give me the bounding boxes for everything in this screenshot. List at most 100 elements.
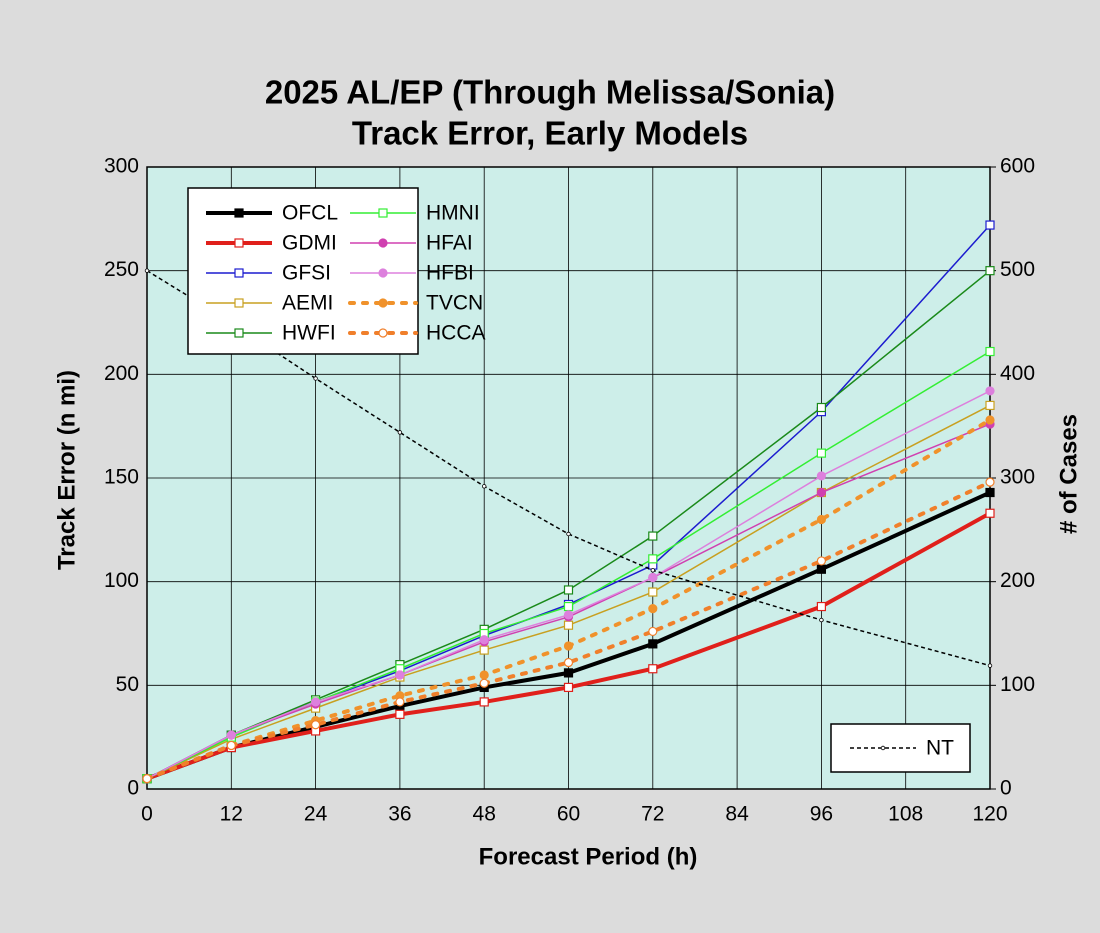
marker	[648, 626, 658, 637]
marker	[563, 682, 574, 693]
y2-tick-label: 0	[1000, 777, 1012, 800]
y2-tick-label: 500	[1000, 258, 1035, 281]
marker	[395, 670, 405, 680]
legend-marker	[378, 268, 388, 278]
marker	[985, 400, 995, 411]
y-tick-label: 150	[104, 466, 139, 489]
marker	[311, 697, 321, 707]
marker	[816, 514, 827, 525]
marker	[985, 220, 995, 230]
y2-axis-label: # of Cases	[1055, 414, 1082, 534]
legend-label: OFCL	[282, 202, 338, 225]
marker	[563, 668, 574, 678]
x-tick-label: 120	[972, 803, 1007, 826]
x-tick-label: 96	[810, 803, 833, 826]
marker	[563, 610, 574, 620]
marker	[395, 709, 405, 719]
marker	[650, 568, 655, 573]
x-tick-label: 72	[641, 803, 664, 826]
legend-entries: OFCL GDMI GFSI AEMI HWFI HMNI HFAI HFBI TVCN HCCA…	[206, 202, 954, 760]
y2-tick-label: 200	[1000, 569, 1035, 592]
marker	[816, 487, 827, 498]
marker	[563, 585, 574, 595]
x-tick-label: 60	[557, 803, 580, 826]
x-tick-label: 84	[725, 803, 749, 826]
legend-marker	[234, 298, 244, 308]
y-tick-label: 0	[127, 777, 139, 800]
legend-label: AEMI	[282, 292, 333, 315]
chart-title: 2025 AL/EP (Through Melissa/Sonia)	[265, 74, 835, 111]
marker	[479, 645, 489, 655]
marker	[816, 601, 827, 612]
legend-label: GDMI	[282, 232, 337, 255]
y2-tick-label: 600	[1000, 155, 1035, 178]
marker	[648, 604, 658, 614]
marker	[648, 531, 658, 541]
legend-marker	[234, 328, 244, 338]
y-tick-label: 300	[104, 155, 139, 178]
legend-marker	[378, 208, 388, 218]
marker	[985, 346, 995, 357]
marker	[144, 268, 150, 273]
marker	[226, 740, 236, 751]
legend-marker	[378, 298, 388, 308]
x-tick-label: 48	[473, 803, 496, 826]
marker	[563, 657, 574, 668]
x-axis-label: Forecast Period (h)	[479, 843, 698, 870]
marker	[482, 484, 487, 489]
marker	[816, 471, 827, 481]
legend-label: HFBI	[426, 262, 474, 285]
legend-marker	[234, 268, 244, 278]
series	[142, 477, 995, 784]
y2-tick-label: 100	[1000, 673, 1035, 696]
x-tick-label: 12	[220, 803, 243, 826]
marker	[397, 430, 403, 435]
marker	[816, 564, 827, 574]
legend-marker	[234, 208, 244, 218]
x-tick-label: 0	[141, 803, 153, 826]
marker	[985, 477, 995, 487]
marker	[395, 697, 405, 707]
marker	[985, 487, 995, 498]
legend-label: HWFI	[282, 322, 336, 345]
legend-label: GFSI	[282, 262, 331, 285]
legend-label: HCCA	[426, 322, 486, 345]
marker	[648, 587, 658, 597]
marker	[987, 663, 993, 668]
y2-tick-label: 400	[1000, 362, 1035, 385]
marker	[985, 386, 995, 396]
marker	[819, 617, 824, 623]
series	[142, 386, 995, 784]
y-axis-label: Track Error (n mi)	[53, 370, 80, 570]
legend-label: HFAI	[426, 232, 473, 255]
marker	[479, 635, 489, 645]
marker	[985, 508, 995, 518]
legend-marker	[234, 238, 244, 248]
marker	[311, 720, 321, 730]
y2-tick-label: 300	[1000, 466, 1035, 489]
marker	[648, 572, 658, 583]
marker	[563, 641, 574, 651]
chart-subtitle: Track Error, Early Models	[352, 115, 748, 152]
marker	[648, 639, 658, 649]
y-tick-label: 100	[104, 569, 139, 592]
marker	[816, 402, 827, 413]
legend-marker	[378, 328, 388, 338]
marker	[313, 376, 318, 381]
x-tick-label: 108	[888, 803, 923, 826]
legend-label: NT	[926, 737, 954, 760]
legend-label: HMNI	[426, 202, 480, 225]
x-tick-label: 24	[304, 803, 328, 826]
marker	[816, 556, 827, 566]
legend-label: TVCN	[426, 292, 483, 315]
marker	[563, 601, 574, 612]
legend-marker	[880, 745, 886, 751]
y-tick-label: 200	[104, 362, 139, 385]
marker	[226, 730, 236, 740]
y-tick-label: 250	[104, 258, 139, 281]
y-tick-label: 50	[116, 673, 139, 696]
x-tick-label: 36	[388, 803, 411, 826]
marker	[816, 448, 827, 458]
marker	[142, 774, 152, 784]
